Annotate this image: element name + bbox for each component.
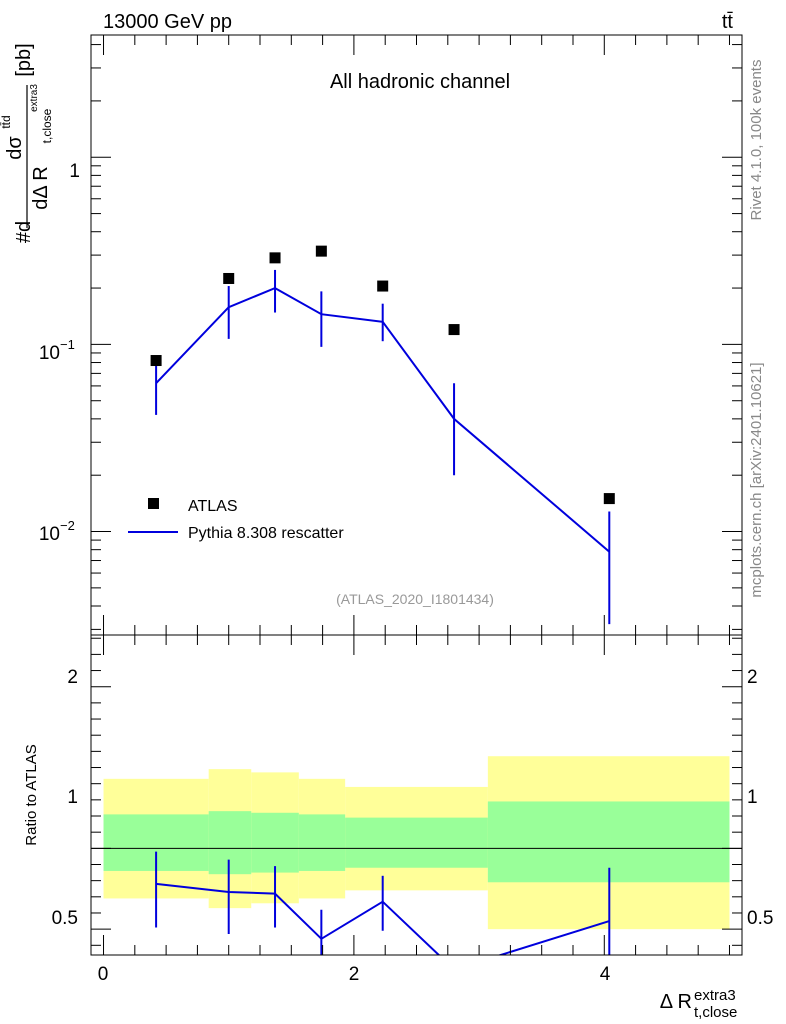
atlas-data-point	[603, 493, 615, 505]
x-tick-label-2: 2	[349, 964, 360, 985]
y-label-numerator-sup: tt̄d	[0, 115, 13, 128]
main-panel: All hadronic channel (ATLAS_2020_I180143…	[0, 34, 743, 636]
atlas-data-point	[223, 272, 235, 284]
legend-atlas-label: ATLAS	[188, 498, 238, 515]
x-tick-label-0: 0	[98, 964, 109, 985]
ratio-ticks	[91, 635, 742, 955]
uncertainty-band-inner	[345, 817, 488, 868]
y-label-numerator: dσ	[4, 136, 26, 160]
main-ticks	[91, 35, 742, 635]
atlas-data-point	[150, 355, 162, 367]
energy-label: 13000 GeV pp	[103, 11, 232, 33]
ratio-y-tick-label-right-0.5: 0.5	[747, 908, 773, 929]
uncertainty-band-inner	[208, 811, 252, 875]
source-label: mcplots.cern.ch [arXiv:2401.10621]	[748, 362, 765, 597]
main-marks	[150, 245, 615, 625]
ratio-marks	[91, 756, 742, 955]
y-tick-label-1: 1	[69, 161, 80, 182]
uncertainty-band-inner	[251, 812, 299, 873]
main-frame	[90, 34, 743, 636]
atlas-data-point	[269, 252, 281, 264]
analysis-tag: (ATLAS_2020_I1801434)	[336, 591, 494, 607]
y-tick-base: 10	[39, 524, 60, 545]
y-tick-label-0.01: 10 −2	[39, 518, 75, 545]
atlas-data-point	[377, 280, 389, 292]
ratio-y-tick-label-0.5: 0.5	[52, 908, 78, 929]
atlas-data-point	[315, 245, 327, 257]
y-label-denominator-sub: t,close	[40, 108, 54, 143]
ratio-y-tick-label-1: 1	[67, 787, 78, 808]
ratio-y-tick-label-right-1: 1	[747, 787, 758, 808]
ratio-y-tick-label-2: 2	[67, 667, 78, 688]
y-label-prefix: #d	[13, 221, 35, 243]
ratio-clipped	[91, 756, 742, 955]
atlas-data-point	[448, 324, 460, 336]
ratio-y-tick-label-right-2: 2	[747, 667, 758, 688]
legend-model-label: Pythia 8.308 rescatter	[188, 525, 344, 542]
y-tick-base: 10	[39, 343, 60, 364]
process-label: tt̄	[722, 11, 734, 33]
y-label-unit: [pb]	[13, 43, 35, 76]
ratio-y-axis-label: Ratio to ATLAS	[23, 744, 40, 845]
x-label-sub: t,close	[694, 1004, 737, 1021]
main-y-axis-label: #d dσ tt̄d dΔ R t,close extra3 [pb]	[0, 43, 54, 243]
x-label-sup: extra3	[694, 987, 736, 1004]
y-tick-exp: −1	[60, 337, 75, 352]
x-axis-label: Δ R extra3 t,close	[660, 987, 738, 1021]
chart-title: All hadronic channel	[330, 71, 510, 93]
x-tick-label-4: 4	[600, 964, 611, 985]
legend-atlas-marker	[148, 498, 159, 509]
legend: ATLAS Pythia 8.308 rescatter	[128, 498, 344, 542]
ratio-panel: Ratio to ATLAS 2 1 0.5 2 1 0.5 0 2 4 Δ R…	[23, 634, 773, 1021]
y-label-denominator: dΔ R	[30, 166, 52, 209]
uncertainty-band-inner	[298, 814, 346, 871]
y-label-denominator-sup: extra3	[29, 84, 40, 112]
rivet-version-label: Rivet 4.1.0, 100k events	[748, 60, 765, 221]
y-tick-label-0.1: 10 −1	[39, 337, 75, 364]
y-tick-exp: −2	[60, 518, 75, 533]
x-label-main: Δ R	[660, 991, 692, 1013]
